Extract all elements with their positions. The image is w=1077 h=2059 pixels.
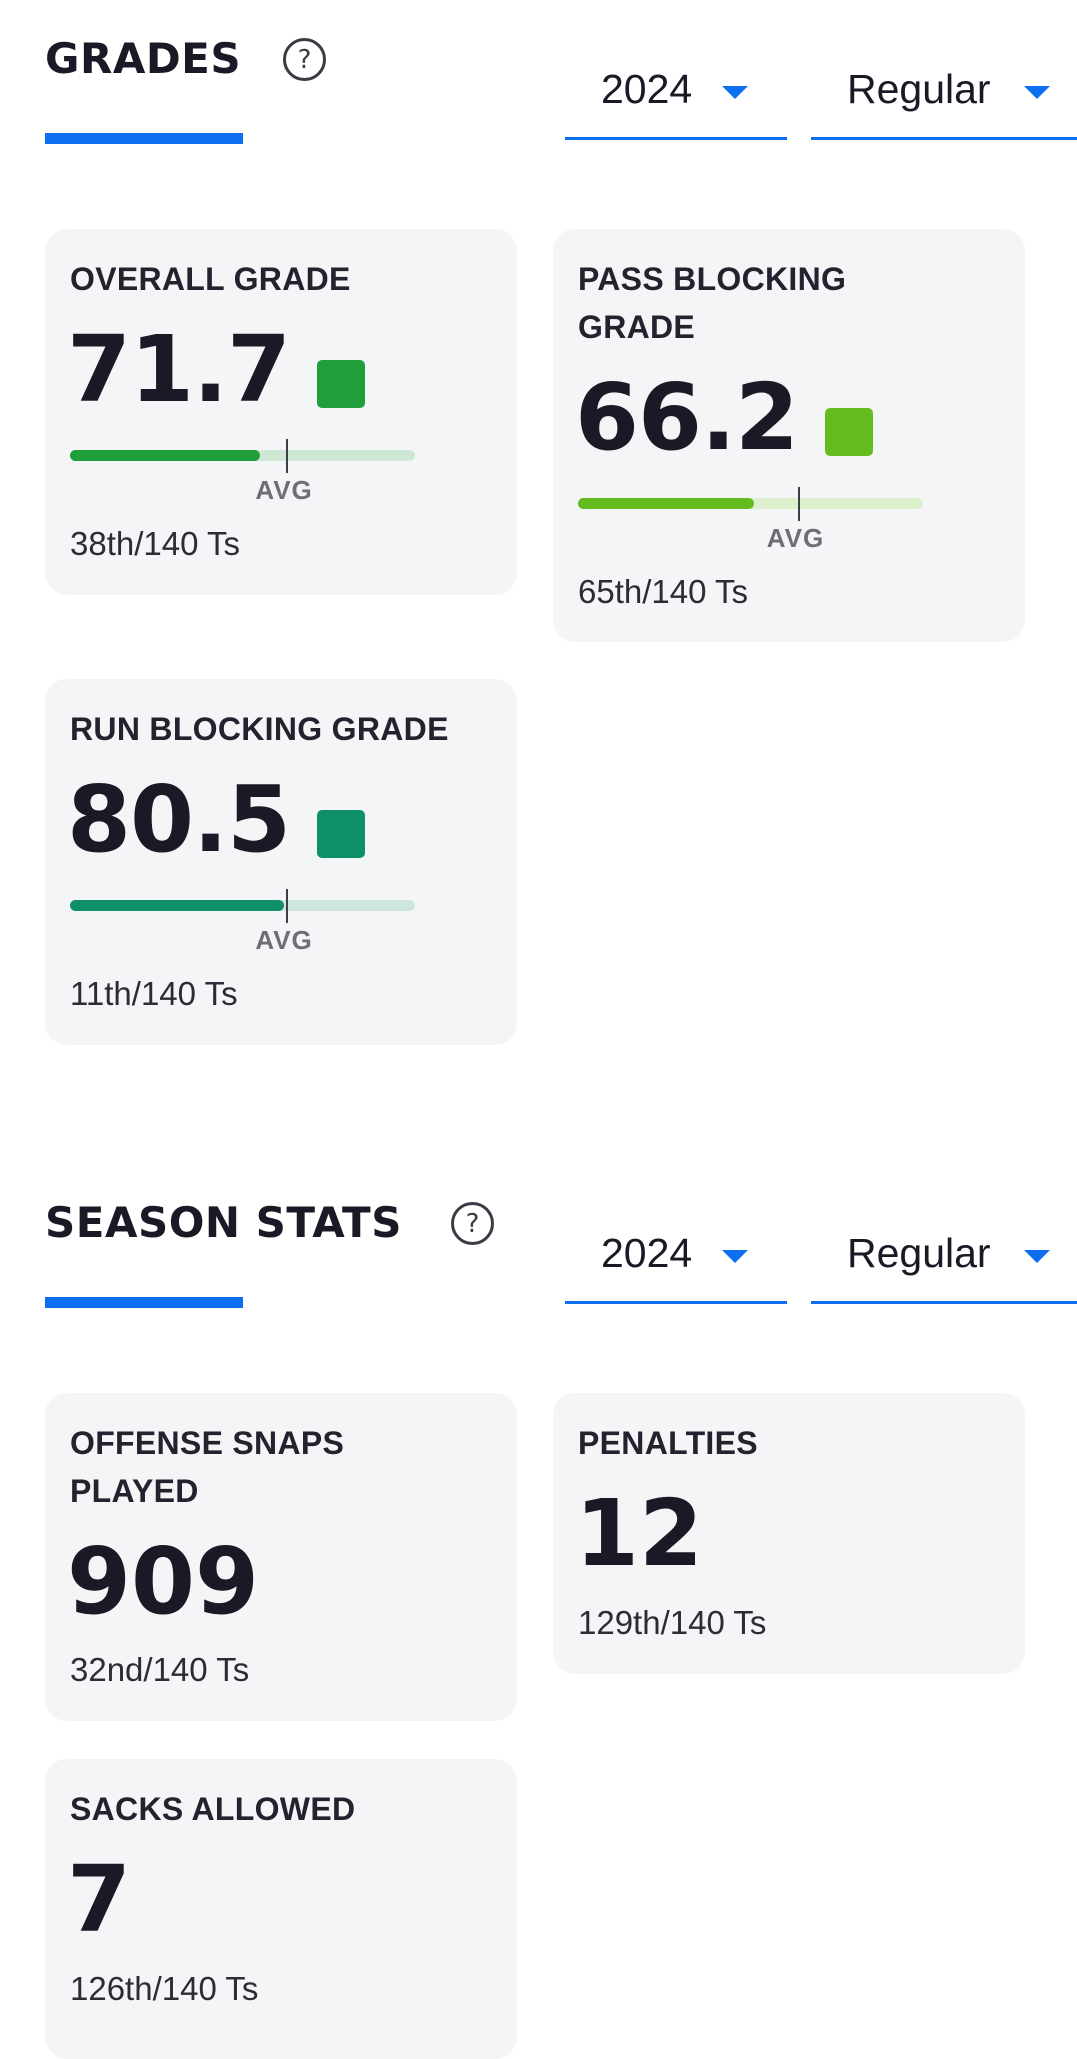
chevron-down-icon bbox=[722, 86, 748, 99]
avg-marker bbox=[797, 487, 800, 521]
card-label: PENALTIES bbox=[578, 1425, 758, 1461]
card-label: SACKS ALLOWED bbox=[70, 1791, 356, 1827]
question-circle-icon[interactable]: ? bbox=[283, 38, 326, 81]
grade-value: 66.2 bbox=[575, 364, 799, 471]
avg-label: AVG bbox=[255, 475, 313, 505]
question-circle-icon[interactable]: ? bbox=[451, 1202, 494, 1245]
grade-bar-track bbox=[578, 498, 923, 509]
grades-season-type-value: Regular bbox=[847, 66, 991, 112]
season-stats-year-dropdown[interactable]: 2024 bbox=[565, 1224, 787, 1304]
card-label: RUN BLOCKING GRADE bbox=[70, 711, 449, 747]
stat-rank: 126th/140 Ts bbox=[70, 1970, 259, 2007]
chevron-down-icon bbox=[722, 1250, 748, 1263]
grades-season-type-dropdown[interactable]: Regular bbox=[811, 60, 1077, 140]
grade-bar-track bbox=[70, 900, 415, 911]
season-stats-season-type-dropdown[interactable]: Regular bbox=[811, 1224, 1077, 1304]
card-label: OFFENSE SNAPS PLAYED bbox=[70, 1425, 345, 1509]
overall-grade-card: OVERALL GRADE 71.7 AVG 38th/140 Ts bbox=[45, 229, 517, 595]
card-label: OVERALL GRADE bbox=[70, 261, 351, 297]
avg-label: AVG bbox=[255, 925, 313, 955]
grades-title: GRADES bbox=[45, 34, 242, 83]
grade-rank: 11th/140 Ts bbox=[70, 975, 238, 1012]
stat-value: 7 bbox=[67, 1846, 132, 1953]
grade-bar-fill bbox=[578, 498, 754, 509]
penalties-card: PENALTIES 12 129th/140 Ts bbox=[553, 1393, 1025, 1674]
season-stats-season-type-value: Regular bbox=[847, 1230, 991, 1276]
card-label: PASS BLOCKING GRADE bbox=[578, 261, 847, 345]
offense-snaps-card: OFFENSE SNAPS PLAYED 909 32nd/140 Ts bbox=[45, 1393, 517, 1721]
grade-rank: 38th/140 Ts bbox=[70, 525, 241, 562]
grade-value: 71.7 bbox=[67, 316, 291, 423]
grades-year-value: 2024 bbox=[601, 66, 693, 112]
chevron-down-icon bbox=[1024, 1250, 1050, 1263]
stat-rank: 32nd/140 Ts bbox=[70, 1651, 250, 1688]
grade-bar-track bbox=[70, 450, 415, 461]
grade-rank: 65th/140 Ts bbox=[578, 573, 749, 610]
season-stats-year-value: 2024 bbox=[601, 1230, 693, 1276]
stat-rank: 129th/140 Ts bbox=[578, 1604, 767, 1641]
sacks-allowed-card: SACKS ALLOWED 7 126th/140 Ts bbox=[45, 1759, 517, 2059]
grade-value: 80.5 bbox=[67, 766, 291, 873]
stat-value: 909 bbox=[67, 1528, 260, 1635]
grades-year-dropdown[interactable]: 2024 bbox=[565, 60, 787, 140]
stat-value: 12 bbox=[575, 1480, 704, 1587]
grade-color-indicator bbox=[317, 360, 365, 408]
pass-blocking-grade-card: PASS BLOCKING GRADE 66.2 AVG 65th/140 Ts bbox=[553, 229, 1025, 642]
avg-label: AVG bbox=[766, 523, 825, 553]
grade-color-indicator bbox=[317, 810, 365, 858]
avg-marker bbox=[286, 889, 289, 923]
grades-tab-underline bbox=[45, 133, 243, 144]
grade-color-indicator bbox=[825, 408, 873, 456]
avg-marker bbox=[286, 439, 289, 473]
run-blocking-grade-card: RUN BLOCKING GRADE 80.5 AVG 11th/140 Ts bbox=[45, 679, 517, 1045]
chevron-down-icon bbox=[1024, 86, 1050, 99]
season-stats-tab-underline bbox=[45, 1297, 243, 1308]
season-stats-title: SEASON STATS bbox=[45, 1198, 402, 1247]
grade-bar-fill bbox=[70, 450, 261, 461]
grade-bar-fill bbox=[70, 900, 284, 911]
